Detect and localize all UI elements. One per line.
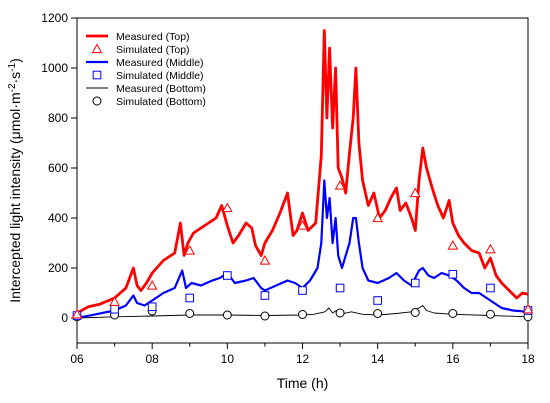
square-marker <box>448 269 458 279</box>
series-measured-bottom <box>77 305 528 319</box>
legend-item: Measured (Bottom) <box>86 83 206 95</box>
circle-marker <box>260 311 270 321</box>
x-tick-label: 18 <box>521 352 535 366</box>
legend-item: Measured (Top) <box>86 31 190 43</box>
series-measured-top <box>77 29 528 315</box>
circle-marker <box>335 308 345 318</box>
legend-label: Measured (Bottom) <box>116 83 206 95</box>
square-marker <box>223 271 232 280</box>
series-measured-middle <box>77 179 528 320</box>
y-tick-label: 1200 <box>41 11 68 25</box>
triangle-marker <box>372 212 384 223</box>
circle-marker <box>485 309 495 319</box>
legend-item: Simulated (Bottom) <box>92 96 206 108</box>
circle-marker <box>410 308 420 317</box>
y-axis-title-end: ) <box>7 58 23 63</box>
legend-label: Simulated (Middle) <box>116 70 204 82</box>
x-tick-label: 12 <box>296 352 310 366</box>
y-axis-title-sup2: -1 <box>7 62 18 71</box>
legend-item: Simulated (Middle) <box>92 70 204 82</box>
x-axis-title: Time (h) <box>277 375 329 391</box>
triangle-marker <box>485 243 496 254</box>
square-marker <box>373 296 382 305</box>
square-marker <box>410 278 420 288</box>
circle-marker <box>222 310 232 320</box>
triangle-marker <box>447 239 459 250</box>
square-marker <box>110 304 119 314</box>
y-axis-title: Intercepted light intensity (μmol·m-2·s-… <box>7 58 24 303</box>
square-marker <box>147 302 157 312</box>
series-simulated-top <box>71 179 534 319</box>
legend-label: Simulated (Bottom) <box>116 96 206 108</box>
legend-label: Simulated (Top) <box>116 44 190 56</box>
y-tick-label: 600 <box>48 161 68 175</box>
triangle-marker <box>146 279 158 290</box>
legend-label: Measured (Middle) <box>116 57 204 69</box>
square-marker <box>298 286 307 295</box>
x-tick-label: 16 <box>446 352 460 366</box>
square-marker <box>92 70 102 80</box>
square-marker <box>335 283 345 293</box>
triangle-marker <box>221 202 233 213</box>
square-marker <box>185 293 195 303</box>
series-simulated-bottom <box>72 306 533 322</box>
y-tick-label: 400 <box>48 211 68 225</box>
triangle-marker <box>409 187 421 198</box>
series-line <box>77 179 528 320</box>
y-tick-label: 1000 <box>41 61 68 75</box>
y-tick-label: 200 <box>48 261 68 275</box>
y-axis: 0 200 400 600 800 1000 1200 <box>41 11 77 325</box>
x-tick-label: 14 <box>371 352 385 366</box>
triangle-marker <box>297 219 308 230</box>
legend-item: Measured (Middle) <box>86 57 204 69</box>
y-axis-title-sup1: -2 <box>7 83 18 92</box>
y-axis-title-main: Intercepted light intensity (μmol·m <box>7 92 23 302</box>
circle-marker <box>185 309 195 318</box>
circle-marker <box>298 310 307 319</box>
series-line <box>77 29 528 315</box>
triangle-marker <box>522 303 534 314</box>
y-tick-label: 0 <box>61 311 68 325</box>
y-axis-title-mid: ·s <box>7 72 23 84</box>
legend-label: Measured (Top) <box>116 31 190 43</box>
triangle-marker <box>184 244 196 255</box>
y-tick-label: 800 <box>48 111 68 125</box>
circle-marker <box>92 96 102 106</box>
square-marker <box>260 291 270 300</box>
triangle-marker <box>109 296 120 306</box>
triangle-marker <box>334 179 346 190</box>
legend-item: Simulated (Top) <box>91 43 190 56</box>
x-axis: 06 08 10 12 14 16 18 <box>70 343 535 366</box>
series-line <box>77 305 528 319</box>
x-tick-label: 10 <box>221 352 235 366</box>
legend: Measured (Top)Simulated (Top)Measured (M… <box>86 31 206 108</box>
series-layer <box>71 29 534 322</box>
circle-marker <box>373 309 383 318</box>
circle-marker <box>448 309 458 318</box>
x-tick-label: 06 <box>70 352 84 366</box>
triangle-marker <box>71 308 83 319</box>
x-tick-label: 08 <box>145 352 159 366</box>
triangle-marker <box>259 254 271 265</box>
triangle-marker <box>91 43 103 54</box>
square-marker <box>486 283 495 293</box>
